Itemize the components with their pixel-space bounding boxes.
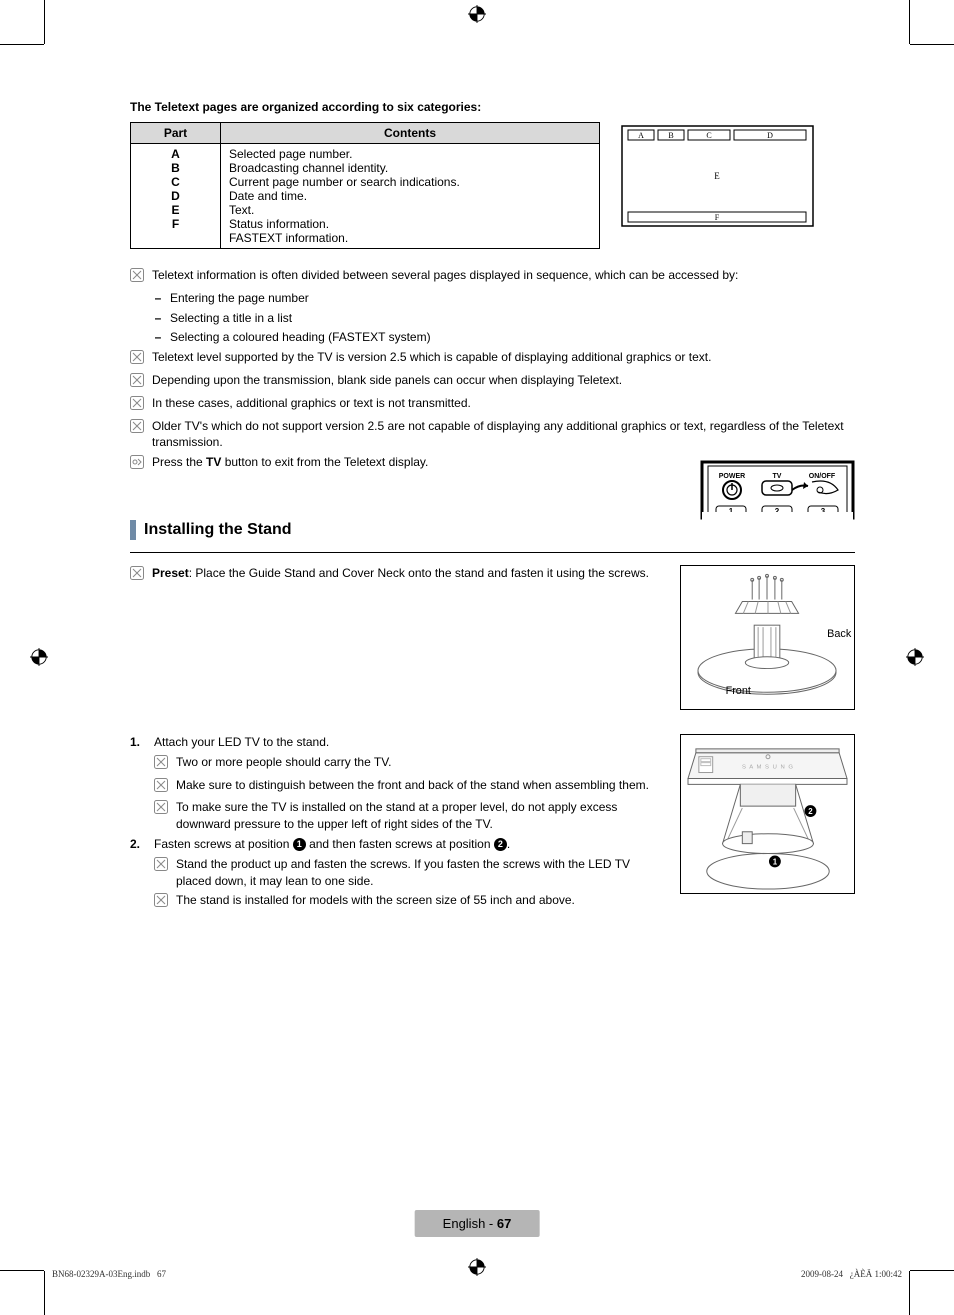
note-text: In these cases, additional graphics or t…	[152, 395, 855, 412]
svg-text:2: 2	[808, 807, 813, 816]
remote-onoff-label: ON/OFF	[809, 473, 836, 480]
note-text: Older TV's which do not support version …	[152, 418, 855, 452]
note-text: Teletext level supported by the TV is ve…	[152, 349, 855, 366]
notes-list: Teletext information is often divided be…	[130, 267, 855, 474]
note-item: Depending upon the transmission, blank s…	[130, 372, 855, 392]
svg-text:S A M S U N G: S A M S U N G	[742, 765, 794, 771]
page-footer-badge: English - 67	[415, 1210, 540, 1237]
note-icon	[154, 800, 168, 819]
stand-back-label: Back	[827, 628, 852, 640]
layout-label-c: C	[706, 131, 711, 140]
note-item: Older TV's which do not support version …	[130, 418, 855, 452]
note-subitem: –Entering the page number	[152, 290, 855, 307]
stand-front-label: Front	[726, 685, 751, 697]
note-icon	[130, 373, 144, 392]
registration-mark-left	[30, 648, 48, 666]
note-icon	[154, 755, 168, 774]
note-icon	[154, 778, 168, 797]
preset-note: Preset: Place the Guide Stand and Cover …	[130, 565, 660, 585]
crop-mark	[0, 1270, 44, 1271]
layout-label-d: D	[767, 131, 773, 140]
note-text: Depending upon the transmission, blank s…	[152, 372, 855, 389]
crop-mark	[910, 1270, 954, 1271]
col-header-part: Part	[131, 123, 221, 144]
col-header-contents: Contents	[221, 123, 600, 144]
section-rule	[130, 552, 855, 553]
step-2-text: Fasten screws at position 1 and then fas…	[154, 836, 660, 853]
step-note: Stand the product up and fasten the scre…	[154, 856, 660, 890]
step-note: Two or more people should carry the TV.	[154, 754, 660, 774]
note-icon	[130, 350, 144, 369]
crop-mark	[909, 1271, 910, 1315]
part-cell: ABCDEF	[131, 144, 221, 249]
footer-right: 2009-08-24 ¿ÀÈÄ 1:00:42	[801, 1269, 902, 1279]
step-note: To make sure the TV is installed on the …	[154, 799, 660, 833]
crop-mark	[44, 1271, 45, 1315]
page-content: The Teletext pages are organized accordi…	[130, 100, 855, 939]
note-icon	[154, 857, 168, 876]
teletext-categories-table: Part Contents ABCDEF Selected page numbe…	[130, 122, 600, 249]
preset-text: Preset: Place the Guide Stand and Cover …	[152, 565, 660, 582]
stand-figure-2: S A M S U N G 2 1	[680, 734, 855, 894]
note-item: Teletext level supported by the TV is ve…	[130, 349, 855, 369]
layout-label-f: F	[715, 213, 720, 222]
layout-label-a: A	[638, 131, 644, 140]
section-bar	[130, 520, 136, 540]
section-header: Installing the Stand	[130, 520, 855, 540]
svg-text:1: 1	[773, 857, 778, 866]
footer-left: BN68-02329A-03Eng.indb 67	[52, 1269, 166, 1279]
note-icon	[130, 268, 144, 287]
remote-diagram: POWER TV ON/OFF 1 2 3	[700, 460, 855, 520]
note-subitem: –Selecting a title in a list	[152, 310, 855, 327]
note-icon	[130, 419, 144, 438]
step-2: 2. Fasten screws at position 1 and then …	[130, 836, 660, 853]
note-sublist: –Entering the page number –Selecting a ti…	[152, 290, 855, 346]
crop-mark	[910, 44, 954, 45]
crop-mark	[0, 44, 44, 45]
layout-label-e: E	[714, 171, 720, 181]
note-icon	[154, 893, 168, 912]
step-note: Make sure to distinguish between the fro…	[154, 777, 660, 797]
note-icon	[130, 396, 144, 415]
note-item: In these cases, additional graphics or t…	[130, 395, 855, 415]
contents-cell: Selected page number.Broadcasting channe…	[221, 144, 600, 249]
registration-mark-top	[468, 5, 486, 23]
remote-tv-label: TV	[773, 473, 782, 480]
stand-figure-1: Back Front	[680, 565, 855, 710]
note-icon	[130, 566, 144, 585]
crop-mark	[909, 0, 910, 44]
note-item: Teletext information is often divided be…	[130, 267, 855, 287]
layout-label-b: B	[668, 131, 673, 140]
note-text: Teletext information is often divided be…	[152, 267, 855, 284]
remote-power-label: POWER	[719, 473, 745, 480]
teletext-layout-diagram: A B C D E F	[620, 124, 815, 229]
note-icon	[130, 455, 144, 474]
note-subitem: –Selecting a coloured heading (FASTEXT s…	[152, 329, 855, 346]
step-note: The stand is installed for models with t…	[154, 892, 660, 912]
crop-mark	[44, 0, 45, 44]
section-title: Installing the Stand	[144, 521, 292, 539]
step-1: 1. Attach your LED TV to the stand.	[130, 734, 660, 751]
intro-text: The Teletext pages are organized accordi…	[130, 100, 855, 114]
registration-mark-right	[906, 648, 924, 666]
registration-mark-bottom	[468, 1258, 486, 1276]
